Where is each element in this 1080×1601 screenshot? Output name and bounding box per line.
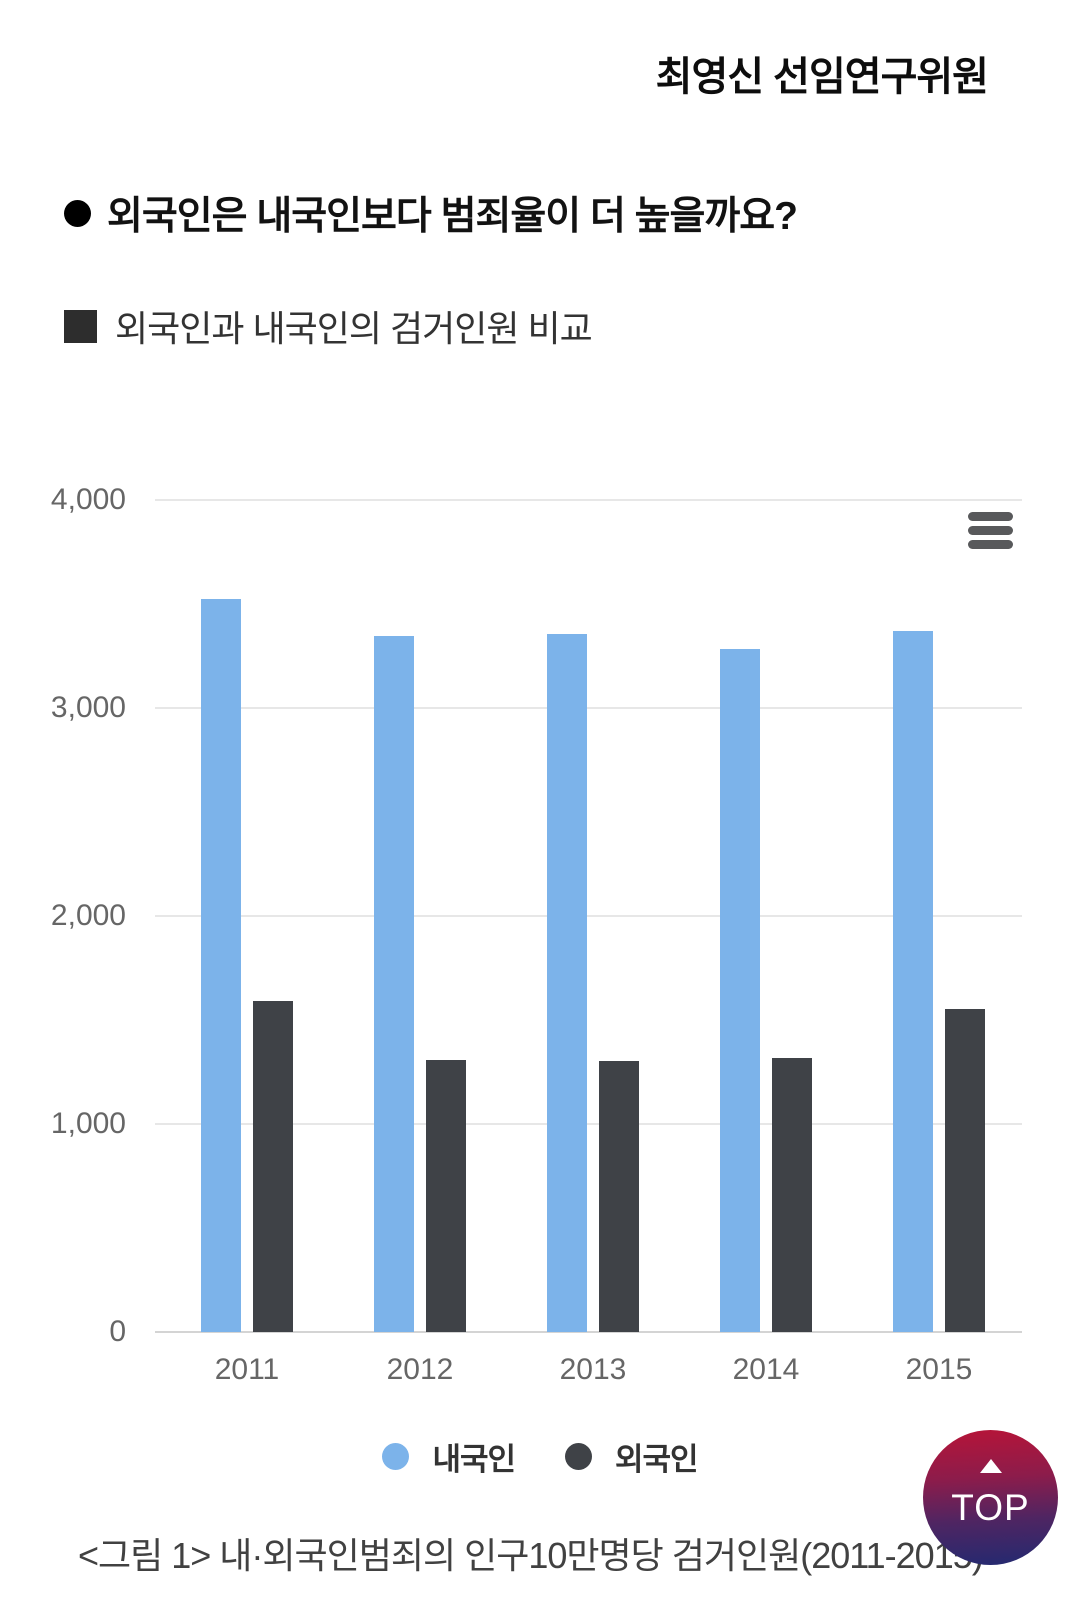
x-axis-line — [155, 1331, 1022, 1333]
bar-domestic-2015[interactable] — [893, 631, 933, 1332]
legend-label-foreign: 외국인 — [615, 1442, 699, 1477]
bullet-circle-icon — [64, 199, 91, 227]
question-heading: 외국인은 내국인보다 범죄율이 더 높을까요? — [64, 185, 798, 241]
bar-domestic-2011[interactable] — [201, 599, 241, 1332]
legend-dot-foreign-icon — [565, 1443, 592, 1470]
top-button[interactable]: TOP — [923, 1430, 1058, 1565]
x-axis-label-2014: 2014 — [732, 1353, 800, 1386]
gridline — [155, 499, 1022, 501]
question-heading-text: 외국인은 내국인보다 범죄율이 더 높을까요? — [107, 195, 798, 238]
bar-foreign-2014[interactable] — [772, 1058, 812, 1332]
bar-domestic-2012[interactable] — [374, 636, 414, 1332]
bar-foreign-2015[interactable] — [945, 1009, 985, 1332]
comparison-subheading: 외국인과 내국인의 검거인원 비교 — [64, 300, 593, 352]
bar-foreign-2011[interactable] — [253, 1001, 293, 1332]
legend-item-domestic[interactable]: 내국인 — [382, 1434, 516, 1479]
y-axis-label-1000: 1,000 — [50, 1107, 126, 1140]
legend: 내국인 외국인 — [0, 1434, 1080, 1479]
legend-label-domestic: 내국인 — [432, 1442, 516, 1477]
y-axis-label-4000: 4,000 — [50, 483, 126, 516]
y-axis-label-0: 0 — [109, 1315, 126, 1348]
hamburger-menu-icon — [968, 512, 1013, 549]
y-axis-label-3000: 3,000 — [50, 691, 126, 724]
legend-dot-domestic-icon — [382, 1443, 410, 1470]
bar-foreign-2013[interactable] — [599, 1061, 639, 1332]
x-axis-label-2013: 2013 — [559, 1353, 627, 1386]
bar-foreign-2012[interactable] — [426, 1060, 466, 1332]
legend-item-foreign[interactable]: 외국인 — [565, 1434, 699, 1479]
gridline — [155, 915, 1022, 917]
chart-menu-button[interactable] — [968, 512, 1013, 549]
bullet-square-icon — [64, 309, 97, 343]
bar-domestic-2014[interactable] — [720, 649, 760, 1332]
x-axis-label-2011: 2011 — [214, 1353, 280, 1386]
byline: 최영신 선임연구위원 — [655, 55, 989, 99]
x-axis-label-2015: 2015 — [905, 1353, 973, 1386]
gridline — [155, 1123, 1022, 1125]
bar-domestic-2013[interactable] — [547, 634, 587, 1332]
y-axis-label-2000: 2,000 — [50, 899, 126, 932]
figure-caption: <그림 1> 내·외국인범죄의 인구10만명당 검거인원(2011-2015) — [78, 1535, 984, 1576]
subheading-text: 외국인과 내국인의 검거인원 비교 — [115, 308, 593, 349]
bar-chart: 0 1,000 2,000 3,000 4,000 2011 2012 2013 2014 201… — [0, 460, 1080, 1490]
up-triangle-icon — [979, 1458, 1002, 1473]
top-button-label: TOP — [951, 1486, 1030, 1528]
x-axis-label-2012: 2012 — [386, 1353, 454, 1386]
gridline — [155, 707, 1022, 709]
